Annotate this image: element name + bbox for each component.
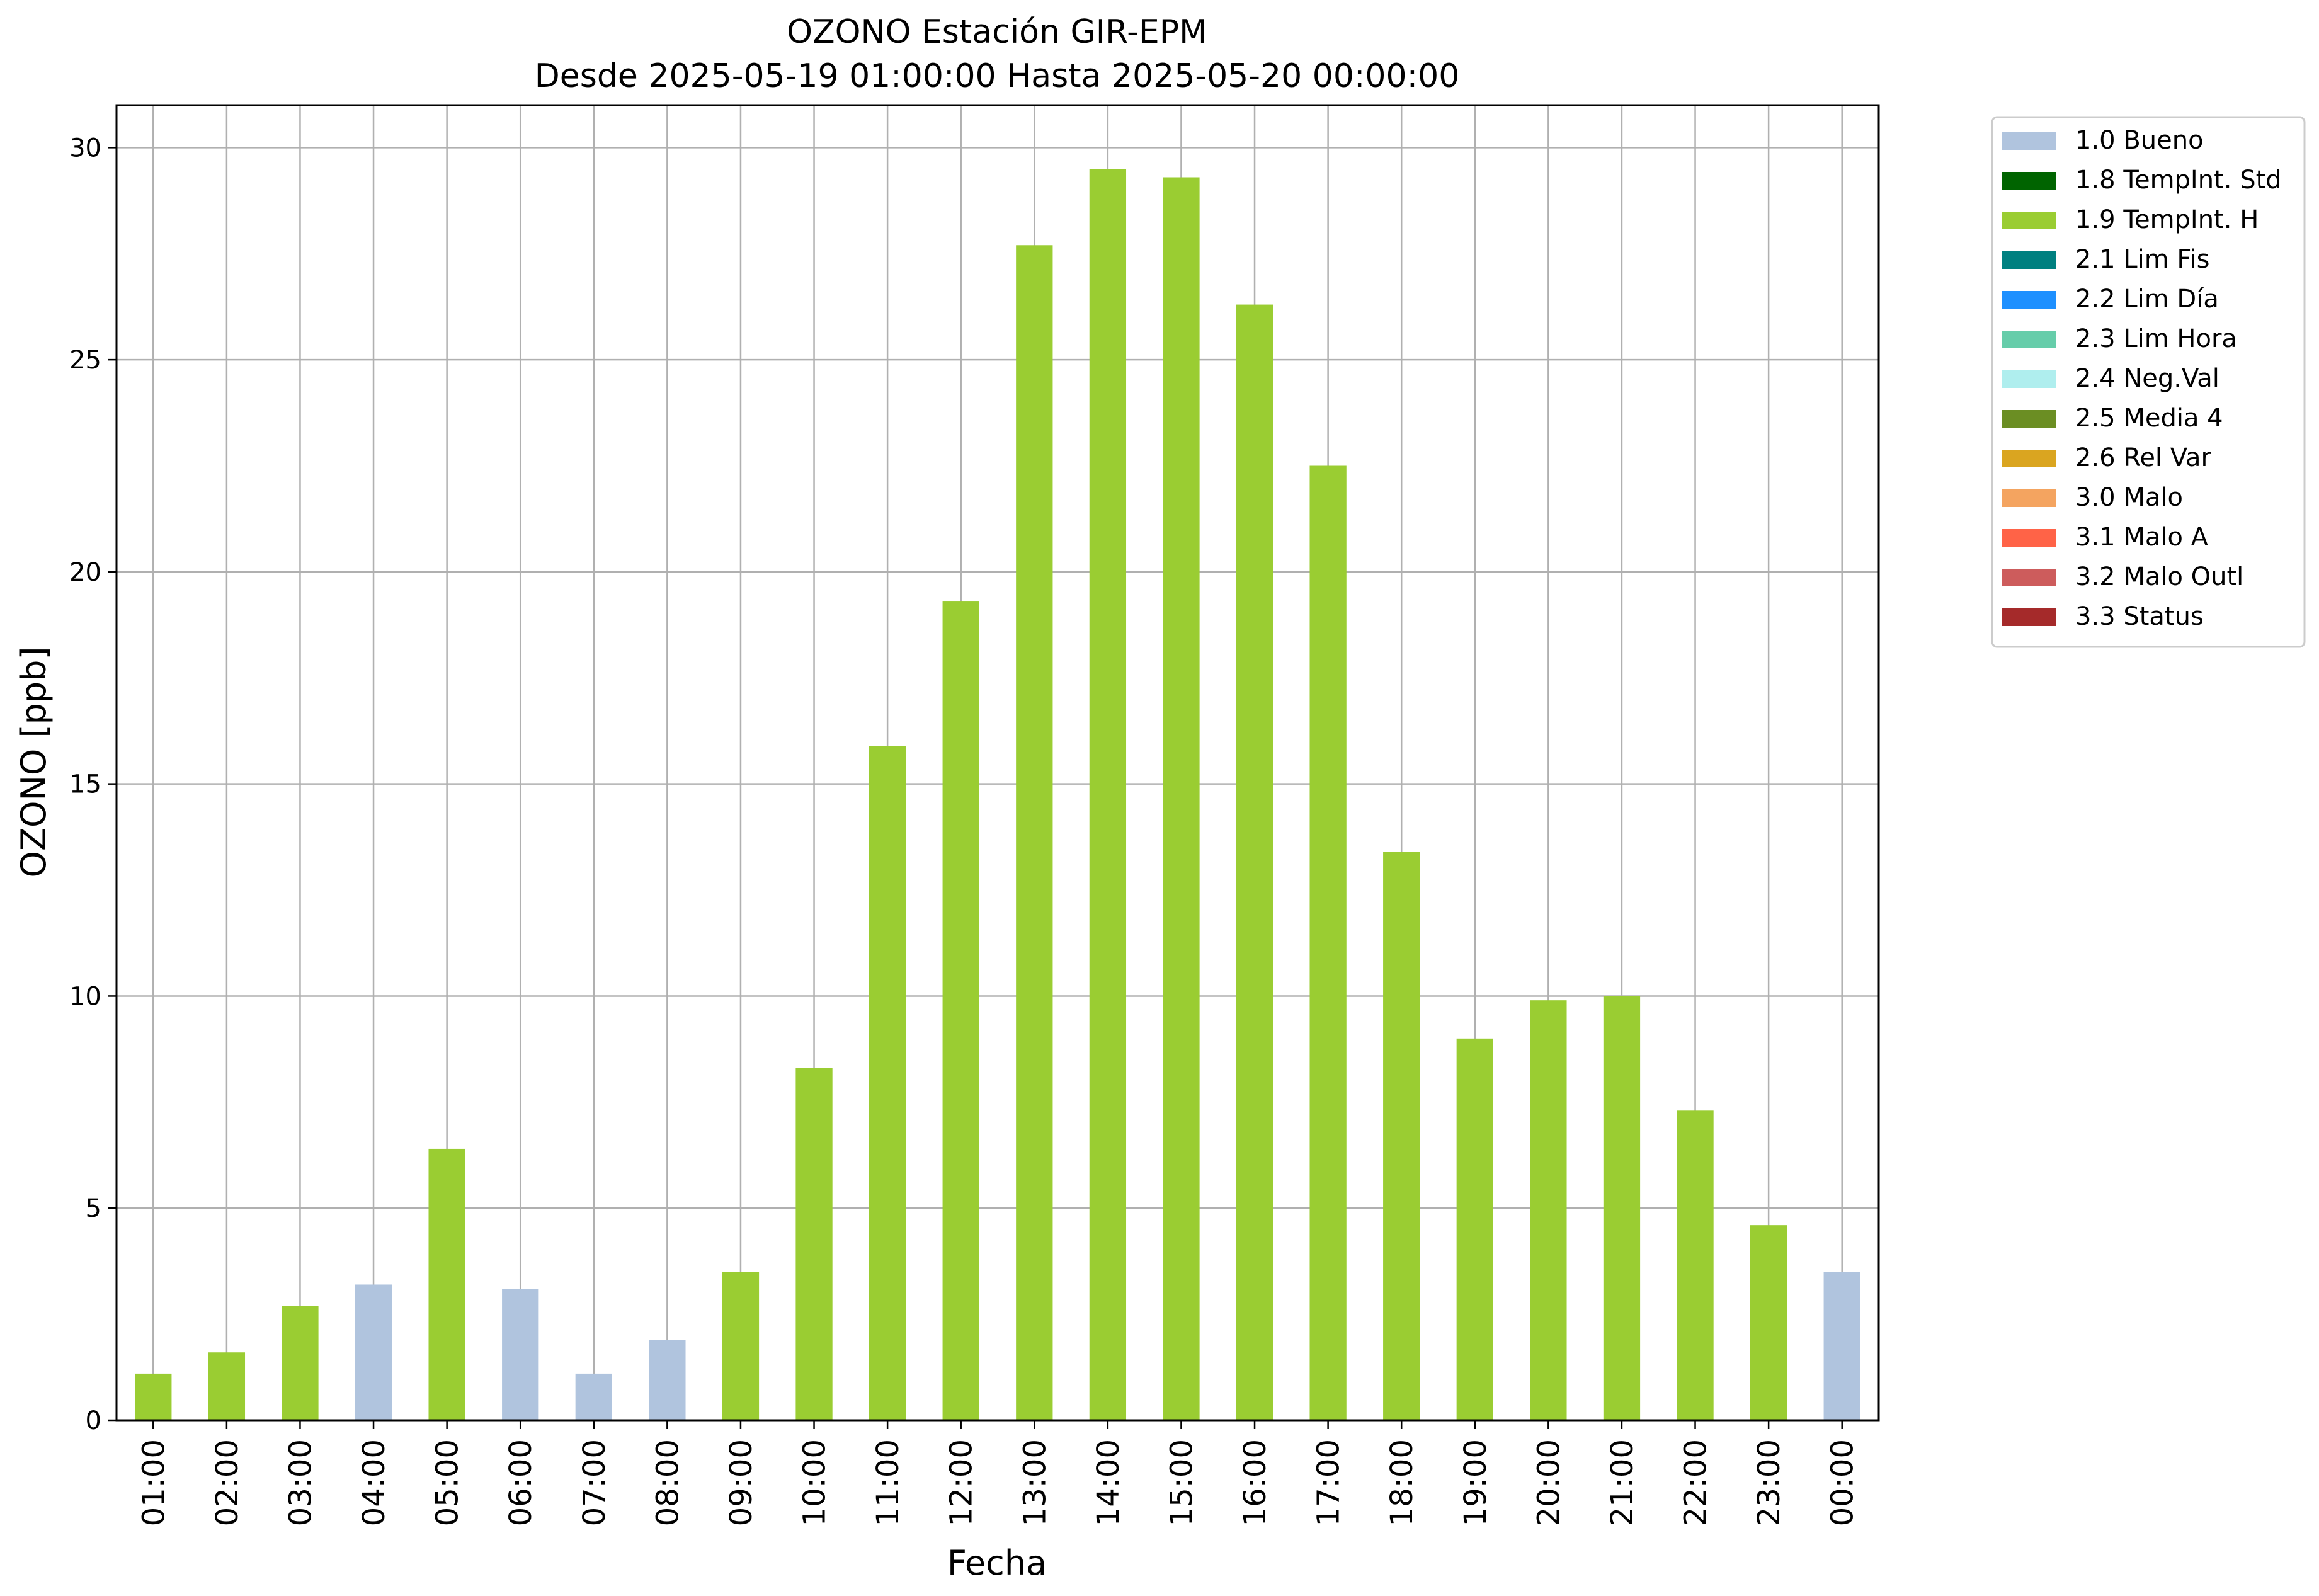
legend-label: 3.2 Malo Outl (2075, 562, 2243, 591)
bar-1100 (869, 746, 906, 1420)
bar-0600 (502, 1289, 539, 1420)
bar-0300 (282, 1306, 319, 1420)
bar-1400 (1089, 169, 1127, 1421)
x-tick-label: 23:00 (1752, 1439, 1787, 1526)
legend-swatch (2002, 608, 2056, 626)
bar-1000 (795, 1068, 833, 1420)
legend-label: 2.3 Lim Hora (2075, 324, 2237, 353)
bar-1200 (942, 601, 979, 1420)
legend-label: 3.3 Status (2075, 602, 2204, 631)
legend-swatch (2002, 251, 2056, 269)
y-tick-label: 30 (69, 134, 101, 162)
legend-label: 3.1 Malo A (2075, 523, 2209, 552)
legend: 1.0 Bueno 1.8 TempInt. Std 1.9 TempInt. H 2… (1991, 116, 2306, 648)
y-axis-label: OZONO [ppb] (14, 646, 54, 877)
x-tick-label: 07:00 (577, 1439, 612, 1526)
x-tick-label: 20:00 (1531, 1439, 1566, 1526)
x-tick-label: 04:00 (356, 1439, 392, 1526)
bar-2300 (1750, 1225, 1787, 1420)
y-tick-label: 20 (69, 558, 101, 587)
legend-label: 2.4 Neg.Val (2075, 364, 2219, 393)
bar-0400 (355, 1284, 392, 1420)
x-tick-label: 09:00 (724, 1439, 759, 1526)
y-axis-ticks: 0 5 10 15 20 25 30 (69, 134, 117, 1435)
x-axis-label: Fecha (947, 1543, 1047, 1583)
chart-title-line1: OZONO Estación GIR-EPM (787, 13, 1207, 51)
legend-label: 3.0 Malo (2075, 483, 2183, 512)
x-tick-label: 12:00 (944, 1439, 979, 1526)
legend-swatch (2002, 489, 2056, 507)
chart-title-line2: Desde 2025-05-19 01:00:00 Hasta 2025-05-… (535, 57, 1460, 95)
legend-label: 1.9 TempInt. H (2075, 205, 2259, 234)
x-tick-label: 06:00 (503, 1439, 538, 1526)
legend-swatch (2002, 291, 2056, 309)
legend-swatch (2002, 212, 2056, 229)
x-axis-ticks: 01:00 02:00 03:00 04:00 05:00 06:00 07:00 08:00… (136, 1420, 1860, 1526)
bar-1300 (1016, 245, 1053, 1420)
legend-label: 2.2 Lim Día (2075, 285, 2219, 314)
bar-0200 (208, 1352, 246, 1420)
bar-1800 (1383, 852, 1420, 1420)
y-tick-label: 10 (69, 982, 101, 1011)
legend-swatch (2002, 529, 2056, 547)
bar-0700 (575, 1373, 612, 1420)
legend-swatch (2002, 331, 2056, 348)
y-tick-label: 25 (69, 346, 101, 375)
x-tick-label: 22:00 (1678, 1439, 1714, 1526)
x-tick-label: 17:00 (1311, 1439, 1347, 1526)
legend-label: 2.1 Lim Fis (2075, 245, 2209, 274)
x-tick-label: 19:00 (1458, 1439, 1493, 1526)
legend-box (1991, 116, 2306, 648)
x-tick-label: 03:00 (283, 1439, 318, 1526)
x-tick-label: 15:00 (1164, 1439, 1199, 1526)
bar-1600 (1236, 304, 1273, 1420)
legend-swatch (2002, 410, 2056, 428)
x-tick-label: 13:00 (1017, 1439, 1052, 1526)
bar-1700 (1309, 465, 1347, 1420)
bar-0100 (135, 1373, 172, 1420)
legend-swatch (2002, 569, 2056, 586)
bar-0000 (1823, 1272, 1860, 1420)
legend-label: 1.0 Bueno (2075, 126, 2204, 155)
y-tick-label: 5 (86, 1194, 101, 1223)
legend-label: 2.6 Rel Var (2075, 443, 2212, 472)
x-tick-label: 21:00 (1605, 1439, 1640, 1526)
legend-swatch (2002, 370, 2056, 388)
plot-frame (115, 104, 1880, 1422)
x-tick-label: 11:00 (870, 1439, 906, 1526)
x-tick-label: 18:00 (1384, 1439, 1420, 1526)
bar-0900 (722, 1272, 760, 1420)
legend-label: 2.5 Media 4 (2075, 404, 2223, 433)
bar-0500 (428, 1148, 465, 1420)
x-tick-label: 08:00 (650, 1439, 685, 1526)
bar-2200 (1677, 1110, 1714, 1420)
bar-0800 (649, 1340, 686, 1420)
legend-swatch (2002, 172, 2056, 190)
x-tick-label: 10:00 (797, 1439, 833, 1526)
x-tick-label: 01:00 (136, 1439, 171, 1526)
bars (135, 169, 1860, 1421)
x-tick-label: 16:00 (1238, 1439, 1273, 1526)
legend-swatch (2002, 450, 2056, 467)
bar-2100 (1603, 996, 1641, 1420)
x-tick-label: 05:00 (430, 1439, 465, 1526)
y-tick-label: 15 (69, 770, 101, 799)
legend-label: 1.8 TempInt. Std (2075, 166, 2282, 195)
bar-1900 (1456, 1038, 1493, 1420)
x-tick-label: 02:00 (210, 1439, 245, 1526)
x-tick-label: 00:00 (1825, 1439, 1860, 1526)
y-tick-label: 0 (86, 1406, 101, 1435)
bar-2000 (1530, 1000, 1567, 1420)
x-tick-label: 14:00 (1091, 1439, 1126, 1526)
legend-swatch (2002, 132, 2056, 150)
bar-1500 (1163, 177, 1200, 1421)
